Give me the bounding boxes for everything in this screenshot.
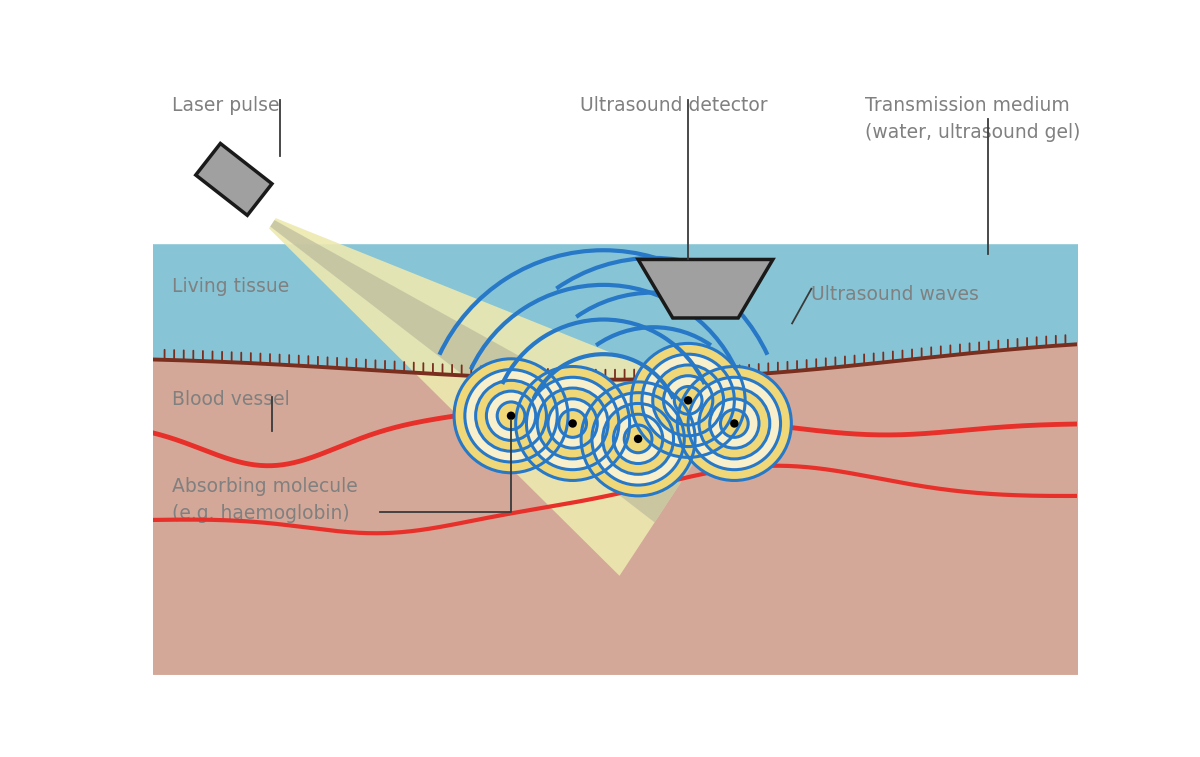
Circle shape xyxy=(592,393,684,485)
Circle shape xyxy=(497,402,524,430)
Circle shape xyxy=(631,344,745,457)
Polygon shape xyxy=(638,260,773,318)
Circle shape xyxy=(527,377,619,469)
Text: Transmission medium
(water, ultrasound gel): Transmission medium (water, ultrasound g… xyxy=(865,96,1081,142)
Circle shape xyxy=(475,380,546,451)
Polygon shape xyxy=(269,218,733,576)
Circle shape xyxy=(464,369,557,462)
Polygon shape xyxy=(196,144,272,215)
Circle shape xyxy=(486,391,535,441)
Circle shape xyxy=(674,387,702,414)
Text: Laser pulse: Laser pulse xyxy=(173,96,280,115)
Text: Absorbing molecule
(e.g. haemoglobin): Absorbing molecule (e.g. haemoglobin) xyxy=(173,478,358,523)
Circle shape xyxy=(709,399,758,448)
Text: Ultrasound detector: Ultrasound detector xyxy=(581,96,768,115)
Circle shape xyxy=(602,403,673,475)
Circle shape xyxy=(613,414,662,463)
Circle shape xyxy=(664,375,713,425)
Circle shape xyxy=(538,388,608,459)
Circle shape xyxy=(548,399,598,448)
Text: Living tissue: Living tissue xyxy=(173,277,289,296)
Circle shape xyxy=(730,419,738,428)
Circle shape xyxy=(677,366,791,481)
Circle shape xyxy=(624,425,652,453)
Circle shape xyxy=(642,354,734,447)
Circle shape xyxy=(653,365,724,436)
Circle shape xyxy=(581,382,695,496)
Circle shape xyxy=(684,396,692,404)
Circle shape xyxy=(516,366,630,481)
Circle shape xyxy=(688,377,780,469)
Circle shape xyxy=(454,359,568,473)
Circle shape xyxy=(698,388,769,459)
Circle shape xyxy=(569,419,577,428)
Circle shape xyxy=(720,410,749,438)
Polygon shape xyxy=(270,220,698,522)
Text: Blood vessel: Blood vessel xyxy=(173,391,290,410)
Circle shape xyxy=(559,410,587,438)
Text: Ultrasound waves: Ultrasound waves xyxy=(811,285,979,304)
Circle shape xyxy=(506,412,515,420)
Circle shape xyxy=(634,435,642,443)
